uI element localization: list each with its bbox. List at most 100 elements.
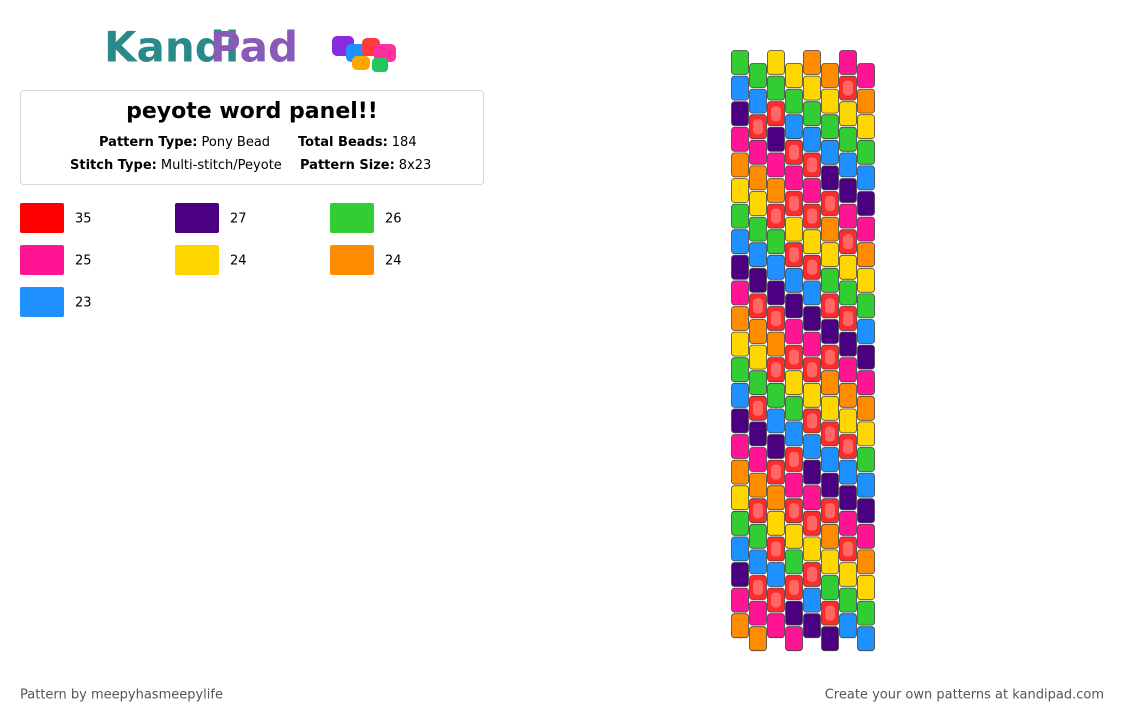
- bead-shine: [843, 541, 853, 557]
- legend-count: 26: [385, 212, 402, 227]
- bead: [749, 242, 767, 268]
- bead: [857, 267, 875, 293]
- bead: [821, 626, 839, 652]
- info-item: Pattern Size: 8x23: [300, 158, 431, 173]
- bead: [821, 267, 839, 293]
- bead: [785, 395, 803, 421]
- bead: [785, 600, 803, 626]
- bead: [821, 447, 839, 472]
- bead: [803, 50, 821, 75]
- bead: [731, 562, 749, 587]
- logo-right: Pad: [210, 23, 298, 72]
- bead: [803, 382, 821, 408]
- legend-count: 23: [75, 296, 92, 311]
- info-label: Pattern Size:: [300, 158, 395, 173]
- bead-shine: [771, 208, 781, 224]
- bead-shine: [825, 196, 835, 211]
- bead: [857, 549, 875, 575]
- bead: [839, 587, 857, 613]
- bead: [803, 485, 821, 511]
- bead-shine: [771, 541, 781, 557]
- legend: 35 27 26 25 24 24 23: [20, 203, 402, 317]
- bead: [803, 587, 821, 613]
- bead: [785, 165, 803, 191]
- bead: [731, 75, 749, 101]
- bead-shine: [825, 298, 835, 314]
- bead-shine: [789, 196, 799, 211]
- bead-shine: [771, 311, 781, 326]
- bead-shine: [753, 119, 763, 135]
- logo-left: Kandi: [104, 23, 239, 72]
- bead: [749, 165, 767, 191]
- bead-shine: [807, 208, 817, 224]
- logo-icon: [374, 44, 396, 62]
- bead: [731, 382, 749, 408]
- bead-shine: [771, 592, 781, 608]
- bead: [785, 421, 803, 447]
- info-label: Total Beads:: [298, 135, 388, 150]
- bead: [839, 152, 857, 178]
- bead: [857, 447, 875, 472]
- bead: [803, 306, 821, 331]
- bead-shine: [789, 503, 799, 519]
- bead: [803, 229, 821, 255]
- bead-shine: [807, 362, 817, 378]
- bead: [839, 254, 857, 280]
- bead: [803, 331, 821, 357]
- bead: [821, 139, 839, 165]
- bead: [731, 434, 749, 459]
- bead: [731, 50, 749, 75]
- info-label: Pattern Type:: [99, 135, 198, 150]
- bead-shine: [753, 503, 763, 519]
- bead: [857, 523, 875, 549]
- bead: [857, 191, 875, 216]
- bead: [731, 126, 749, 152]
- bead: [803, 459, 821, 485]
- bead: [749, 370, 767, 396]
- info-label: Stitch Type:: [70, 158, 157, 173]
- bead: [785, 472, 803, 498]
- bead: [857, 88, 875, 114]
- bead: [857, 600, 875, 626]
- bead: [767, 408, 785, 434]
- bead: [731, 331, 749, 357]
- bead: [839, 510, 857, 536]
- bead: [857, 63, 875, 88]
- bead: [821, 242, 839, 268]
- bead-shine: [825, 605, 835, 621]
- info-item: Stitch Type: Multi-stitch/Peyote: [70, 158, 282, 173]
- bead: [857, 216, 875, 242]
- bead-shine: [807, 515, 817, 531]
- bead: [857, 293, 875, 319]
- bead: [803, 126, 821, 152]
- bead: [731, 229, 749, 255]
- bead: [731, 254, 749, 280]
- bead: [785, 216, 803, 242]
- bead: [749, 267, 767, 293]
- pattern-info: Pattern Type: Pony Bead Total Beads: 184 Sti…: [70, 135, 431, 173]
- info-item: Total Beads: 184: [298, 135, 417, 150]
- bead: [749, 216, 767, 242]
- bead: [821, 165, 839, 191]
- bead: [785, 293, 803, 319]
- bead: [839, 331, 857, 357]
- bead: [731, 587, 749, 613]
- bead: [731, 613, 749, 639]
- bead: [857, 472, 875, 498]
- bead-shine: [843, 80, 853, 96]
- bead: [785, 319, 803, 344]
- bead: [749, 191, 767, 216]
- bead: [767, 254, 785, 280]
- bead: [857, 421, 875, 447]
- bead: [749, 447, 767, 472]
- bead: [857, 139, 875, 165]
- bead: [785, 88, 803, 114]
- bead-shine: [807, 157, 817, 173]
- info-value: Multi-stitch/Peyote: [161, 158, 282, 173]
- bead-shine: [753, 580, 763, 595]
- bead: [821, 472, 839, 498]
- bead: [857, 498, 875, 524]
- bead-shine: [789, 144, 799, 160]
- bead: [803, 613, 821, 639]
